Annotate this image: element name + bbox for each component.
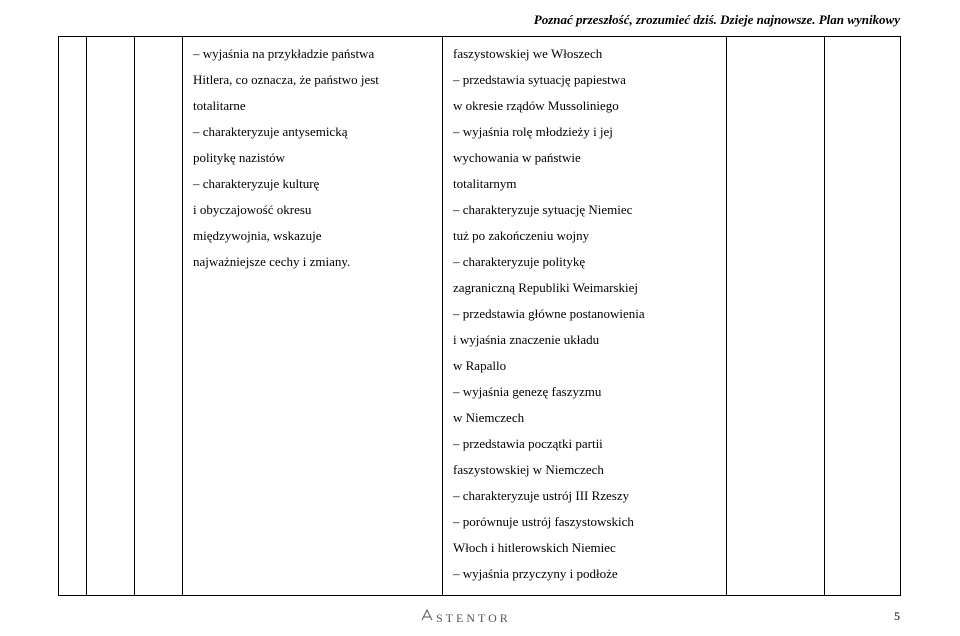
text-line: totalitarne xyxy=(193,93,432,119)
header-title: Poznać przeszłość, zrozumieć dziś. Dziej… xyxy=(534,12,900,27)
text-line: – porównuje ustrój faszystowskich xyxy=(453,509,716,535)
page-number: 5 xyxy=(894,609,900,624)
logo-text: STENTOR xyxy=(436,611,511,625)
text-line: międzywojnia, wskazuje xyxy=(193,223,432,249)
text-line: – przedstawia główne postanowienia xyxy=(453,301,716,327)
text-line: totalitarnym xyxy=(453,171,716,197)
col-4-text: – wyjaśnia na przykładzie państwaHitlera… xyxy=(183,37,442,283)
content-table: – wyjaśnia na przykładzie państwaHitlera… xyxy=(58,36,901,596)
col-3-empty xyxy=(135,37,183,596)
text-line: – wyjaśnia na przykładzie państwa xyxy=(193,41,432,67)
text-line: – charakteryzuje politykę xyxy=(453,249,716,275)
text-line: zagraniczną Republiki Weimarskiej xyxy=(453,275,716,301)
text-line: w okresie rządów Mussoliniego xyxy=(453,93,716,119)
text-line: – wyjaśnia genezę faszyzmu xyxy=(453,379,716,405)
text-line: – charakteryzuje sytuację Niemiec xyxy=(453,197,716,223)
text-line: – wyjaśnia przyczyny i podłoże xyxy=(453,561,716,587)
text-line: Włoch i hitlerowskich Niemiec xyxy=(453,535,716,561)
text-line: faszystowskiej w Niemczech xyxy=(453,457,716,483)
col-7-empty xyxy=(825,37,901,596)
text-line: – charakteryzuje antysemicką xyxy=(193,119,432,145)
text-line: politykę nazistów xyxy=(193,145,432,171)
col-4-content: – wyjaśnia na przykładzie państwaHitlera… xyxy=(183,37,443,596)
logo-icon xyxy=(420,608,434,626)
col-5-text: faszystowskiej we Włoszech– przedstawia … xyxy=(443,37,726,595)
text-line: Hitlera, co oznacza, że państwo jest xyxy=(193,67,432,93)
text-line: – charakteryzuje ustrój III Rzeszy xyxy=(453,483,716,509)
text-line: i obyczajowość okresu xyxy=(193,197,432,223)
text-line: w Niemczech xyxy=(453,405,716,431)
col-6-empty xyxy=(727,37,825,596)
text-line: faszystowskiej we Włoszech xyxy=(453,41,716,67)
page-footer: STENTOR 5 xyxy=(0,602,960,626)
text-line: – przedstawia sytuację papiestwa xyxy=(453,67,716,93)
page-header: Poznać przeszłość, zrozumieć dziś. Dziej… xyxy=(0,0,960,36)
text-line: – przedstawia początki partii xyxy=(453,431,716,457)
text-line: tuż po zakończeniu wojny xyxy=(453,223,716,249)
text-line: w Rapallo xyxy=(453,353,716,379)
col-5-content: faszystowskiej we Włoszech– przedstawia … xyxy=(443,37,727,596)
text-line: – charakteryzuje kulturę xyxy=(193,171,432,197)
table-row: – wyjaśnia na przykładzie państwaHitlera… xyxy=(59,37,901,596)
text-line: najważniejsze cechy i zmiany. xyxy=(193,249,432,275)
text-line: wychowania w państwie xyxy=(453,145,716,171)
col-2-empty xyxy=(87,37,135,596)
publisher-logo: STENTOR xyxy=(420,608,511,626)
text-line: – wyjaśnia rolę młodzieży i jej xyxy=(453,119,716,145)
col-1-empty xyxy=(59,37,87,596)
text-line: i wyjaśnia znaczenie układu xyxy=(453,327,716,353)
